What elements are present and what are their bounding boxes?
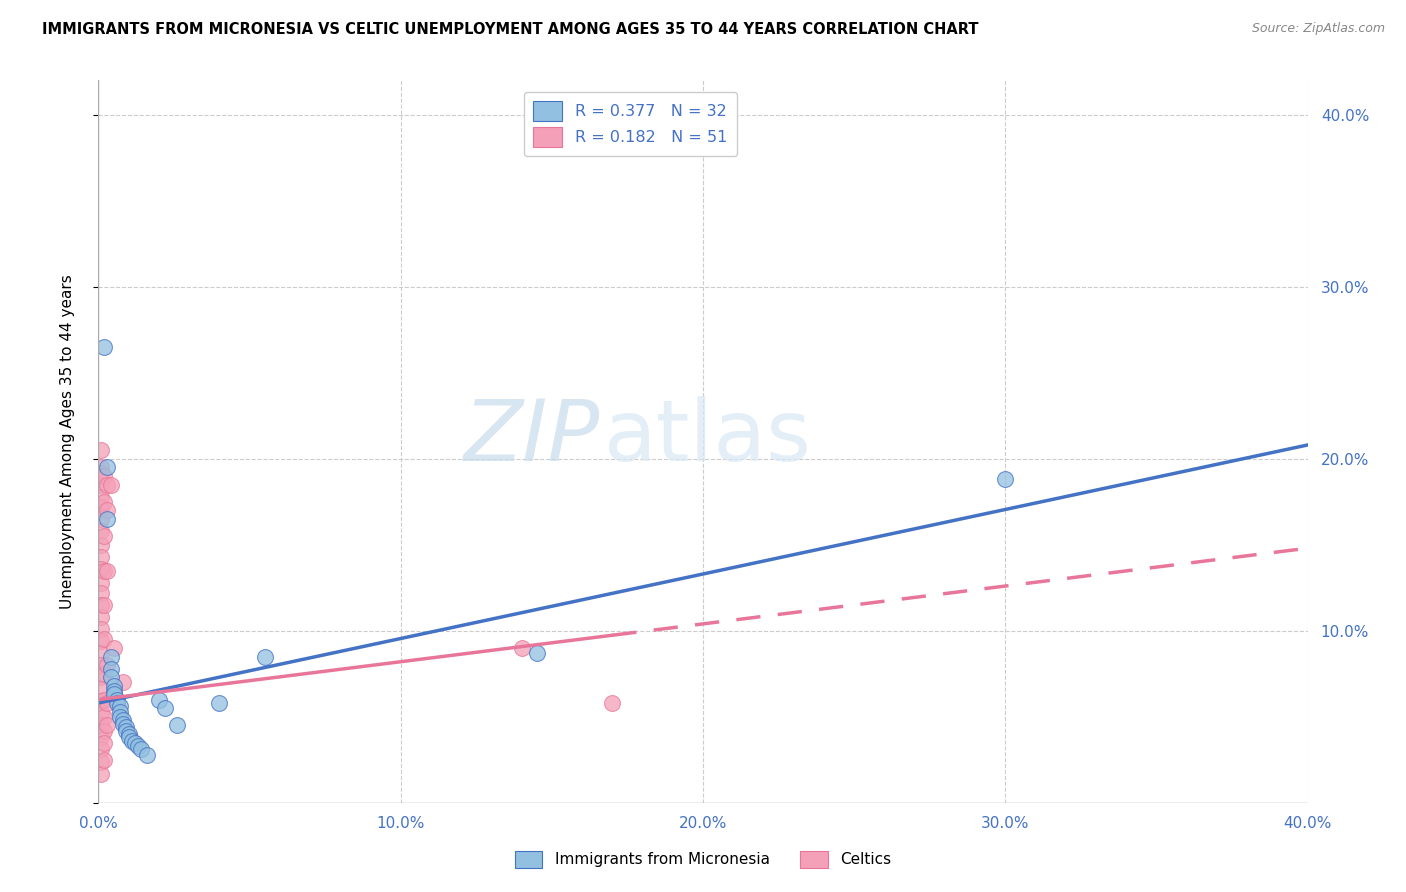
Point bbox=[148, 692, 170, 706]
Point bbox=[90, 706, 112, 721]
Point bbox=[135, 747, 157, 762]
Point bbox=[90, 646, 112, 660]
Point bbox=[90, 443, 112, 458]
Point bbox=[93, 723, 115, 738]
Point bbox=[96, 696, 118, 710]
Point bbox=[90, 694, 112, 708]
Point bbox=[129, 742, 152, 756]
Point bbox=[93, 735, 115, 749]
Point bbox=[90, 682, 112, 697]
Point bbox=[93, 710, 115, 724]
Legend: Immigrants from Micronesia, Celtics: Immigrants from Micronesia, Celtics bbox=[509, 845, 897, 873]
Point bbox=[526, 646, 548, 660]
Point bbox=[253, 649, 276, 664]
Point bbox=[90, 670, 112, 684]
Point bbox=[114, 723, 136, 738]
Point bbox=[93, 529, 115, 543]
Point bbox=[90, 622, 112, 636]
Point bbox=[108, 710, 131, 724]
Point bbox=[90, 490, 112, 504]
Point bbox=[103, 687, 125, 701]
Point bbox=[90, 598, 112, 612]
Point bbox=[93, 753, 115, 767]
Point bbox=[93, 666, 115, 681]
Point bbox=[127, 739, 149, 753]
Point bbox=[90, 477, 112, 491]
Point bbox=[111, 675, 134, 690]
Point bbox=[90, 586, 112, 600]
Point bbox=[96, 564, 118, 578]
Point bbox=[96, 503, 118, 517]
Point bbox=[90, 562, 112, 576]
Point bbox=[93, 340, 115, 354]
Point bbox=[90, 731, 112, 745]
Point bbox=[90, 466, 112, 480]
Point bbox=[90, 549, 112, 564]
Point bbox=[93, 564, 115, 578]
Point bbox=[602, 696, 624, 710]
Point bbox=[90, 500, 112, 514]
Point bbox=[510, 640, 533, 655]
Point bbox=[90, 610, 112, 624]
Point bbox=[166, 718, 188, 732]
Point bbox=[93, 632, 115, 647]
Point bbox=[108, 699, 131, 714]
Y-axis label: Unemployment Among Ages 35 to 44 years: Unemployment Among Ages 35 to 44 years bbox=[60, 274, 75, 609]
Point bbox=[90, 575, 112, 590]
Point bbox=[90, 538, 112, 552]
Point bbox=[114, 720, 136, 734]
Point bbox=[111, 713, 134, 727]
Point bbox=[93, 598, 115, 612]
Point bbox=[103, 684, 125, 698]
Point bbox=[96, 658, 118, 673]
Point bbox=[111, 716, 134, 731]
Point bbox=[93, 692, 115, 706]
Point bbox=[90, 524, 112, 538]
Point bbox=[90, 658, 112, 673]
Point bbox=[103, 640, 125, 655]
Legend: R = 0.377   N = 32, R = 0.182   N = 51: R = 0.377 N = 32, R = 0.182 N = 51 bbox=[524, 92, 737, 156]
Point bbox=[93, 494, 115, 508]
Point bbox=[105, 696, 128, 710]
Point bbox=[118, 731, 141, 745]
Point bbox=[93, 469, 115, 483]
Point bbox=[105, 692, 128, 706]
Text: Source: ZipAtlas.com: Source: ZipAtlas.com bbox=[1251, 22, 1385, 36]
Point bbox=[103, 679, 125, 693]
Point bbox=[96, 477, 118, 491]
Point bbox=[90, 755, 112, 769]
Point bbox=[90, 634, 112, 648]
Point bbox=[100, 477, 122, 491]
Point bbox=[96, 460, 118, 475]
Point bbox=[90, 718, 112, 732]
Point bbox=[100, 662, 122, 676]
Point bbox=[100, 670, 122, 684]
Text: atlas: atlas bbox=[603, 396, 811, 479]
Point bbox=[96, 512, 118, 526]
Point bbox=[90, 460, 112, 475]
Point bbox=[100, 649, 122, 664]
Text: IMMIGRANTS FROM MICRONESIA VS CELTIC UNEMPLOYMENT AMONG AGES 35 TO 44 YEARS CORR: IMMIGRANTS FROM MICRONESIA VS CELTIC UNE… bbox=[42, 22, 979, 37]
Point bbox=[90, 512, 112, 526]
Point bbox=[90, 742, 112, 756]
Point bbox=[121, 734, 143, 748]
Text: ZIP: ZIP bbox=[464, 396, 600, 479]
Point bbox=[108, 705, 131, 719]
Point bbox=[994, 472, 1017, 486]
Point bbox=[153, 701, 176, 715]
Point bbox=[118, 727, 141, 741]
Point bbox=[96, 718, 118, 732]
Point bbox=[208, 696, 231, 710]
Point bbox=[90, 766, 112, 780]
Point bbox=[124, 735, 146, 749]
